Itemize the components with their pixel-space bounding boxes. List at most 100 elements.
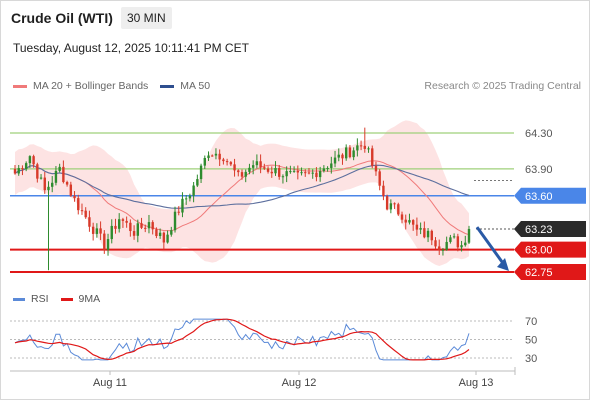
- candle-body: [184, 198, 188, 200]
- candle-body: [196, 179, 199, 186]
- candle-body: [114, 225, 117, 229]
- candle-body: [278, 168, 281, 177]
- candle-body: [222, 159, 225, 162]
- candle-body: [367, 148, 370, 150]
- ma20-swatch: [13, 84, 27, 88]
- candle-body: [348, 147, 352, 158]
- legend-9ma-label: 9MA: [78, 293, 101, 305]
- candle-body: [237, 170, 240, 173]
- rsi-tick-label: 70: [525, 316, 537, 328]
- candle-body: [400, 214, 404, 220]
- rsi-line: [14, 318, 470, 361]
- candle-body: [426, 230, 430, 238]
- candle-body: [445, 241, 448, 250]
- candle-body: [125, 220, 128, 223]
- candle-body: [24, 163, 28, 170]
- candle-body: [58, 166, 61, 171]
- candle-body: [419, 228, 422, 230]
- candle-body: [263, 167, 266, 169]
- candle-body: [333, 157, 337, 164]
- candle-body: [359, 145, 363, 147]
- candle-body: [132, 231, 136, 236]
- candle-body: [144, 227, 147, 229]
- research-credit: Research © 2025 Trading Central: [424, 80, 581, 92]
- candle-body: [434, 240, 437, 247]
- candle-body: [296, 170, 300, 173]
- candle-body: [158, 232, 162, 236]
- rsi-tick-label: 50: [525, 335, 537, 347]
- candle-body: [69, 184, 73, 196]
- candle-body: [188, 195, 192, 199]
- legend-ma20: MA 20 + Bollinger Bands: [13, 80, 148, 92]
- ma50-line: [14, 164, 470, 209]
- candle-body: [397, 204, 400, 215]
- candle-body: [300, 172, 303, 174]
- candle-body: [151, 222, 154, 230]
- candle-body: [155, 229, 158, 236]
- candle-body: [385, 196, 389, 210]
- candle-body: [84, 210, 87, 218]
- candle-body: [218, 153, 221, 160]
- candle-body: [129, 222, 132, 232]
- candle-body: [177, 211, 180, 213]
- candle-body: [91, 226, 95, 234]
- candle-body: [408, 220, 411, 223]
- candle-body: [225, 161, 229, 163]
- candle-body: [449, 237, 452, 242]
- candle-body: [36, 164, 39, 179]
- ma50-swatch: [160, 84, 175, 88]
- candle-body: [363, 145, 367, 149]
- legend-ma50: MA 50: [160, 80, 210, 92]
- candle-body: [270, 171, 273, 174]
- candle-body: [393, 203, 396, 205]
- candle-body: [322, 168, 326, 172]
- candle-body: [240, 172, 244, 177]
- candle-body: [255, 161, 259, 166]
- x-tick-label: Aug 12: [282, 377, 317, 389]
- candle-body: [423, 228, 426, 238]
- candle-body: [438, 246, 441, 251]
- candle-body: [229, 162, 233, 165]
- main-legend: MA 20 + Bollinger Bands MA 50: [13, 80, 222, 92]
- candle-body: [39, 177, 43, 179]
- candle-body: [456, 236, 460, 248]
- candle-body: [162, 232, 166, 243]
- legend-ma20-label: MA 20 + Bollinger Bands: [33, 80, 149, 92]
- candle-body: [233, 164, 236, 171]
- legend-rsi-label: RSI: [31, 293, 49, 305]
- candle-body: [244, 171, 247, 177]
- candle-body: [47, 186, 50, 191]
- candle-body: [199, 165, 203, 180]
- x-tick-label: Aug 13: [459, 377, 494, 389]
- timeframe-badge[interactable]: 30 MIN: [121, 7, 172, 29]
- candle-body: [77, 198, 80, 211]
- candle-body: [404, 219, 407, 223]
- candle-body: [251, 165, 255, 168]
- candle-body: [32, 156, 35, 165]
- candle-body: [173, 211, 177, 231]
- candle-body: [170, 230, 173, 235]
- candle-body: [371, 148, 374, 166]
- candle-body: [452, 236, 456, 238]
- candle-body: [121, 219, 125, 221]
- level-label-63.90: 63.90: [525, 164, 553, 176]
- candle-body: [62, 166, 65, 183]
- candle-body: [467, 228, 471, 243]
- candle-body: [464, 242, 467, 246]
- level-tag-63.60: [514, 187, 586, 204]
- bollinger-band-area: [15, 120, 469, 267]
- candle-body: [411, 220, 415, 225]
- candle-body: [21, 168, 24, 170]
- candle-body: [378, 171, 381, 186]
- candle-body: [344, 147, 348, 159]
- level-tag-63.23: [514, 220, 586, 237]
- candle-body: [13, 168, 17, 174]
- candle-body: [214, 153, 218, 156]
- rsi-swatch: [13, 297, 25, 301]
- candle-body: [330, 163, 333, 168]
- forecast-arrow-head: [497, 258, 509, 271]
- instrument-title: Crude Oil (WTI): [11, 10, 113, 26]
- candle-body: [415, 224, 419, 230]
- rsi-legend: RSI 9MA: [13, 293, 112, 305]
